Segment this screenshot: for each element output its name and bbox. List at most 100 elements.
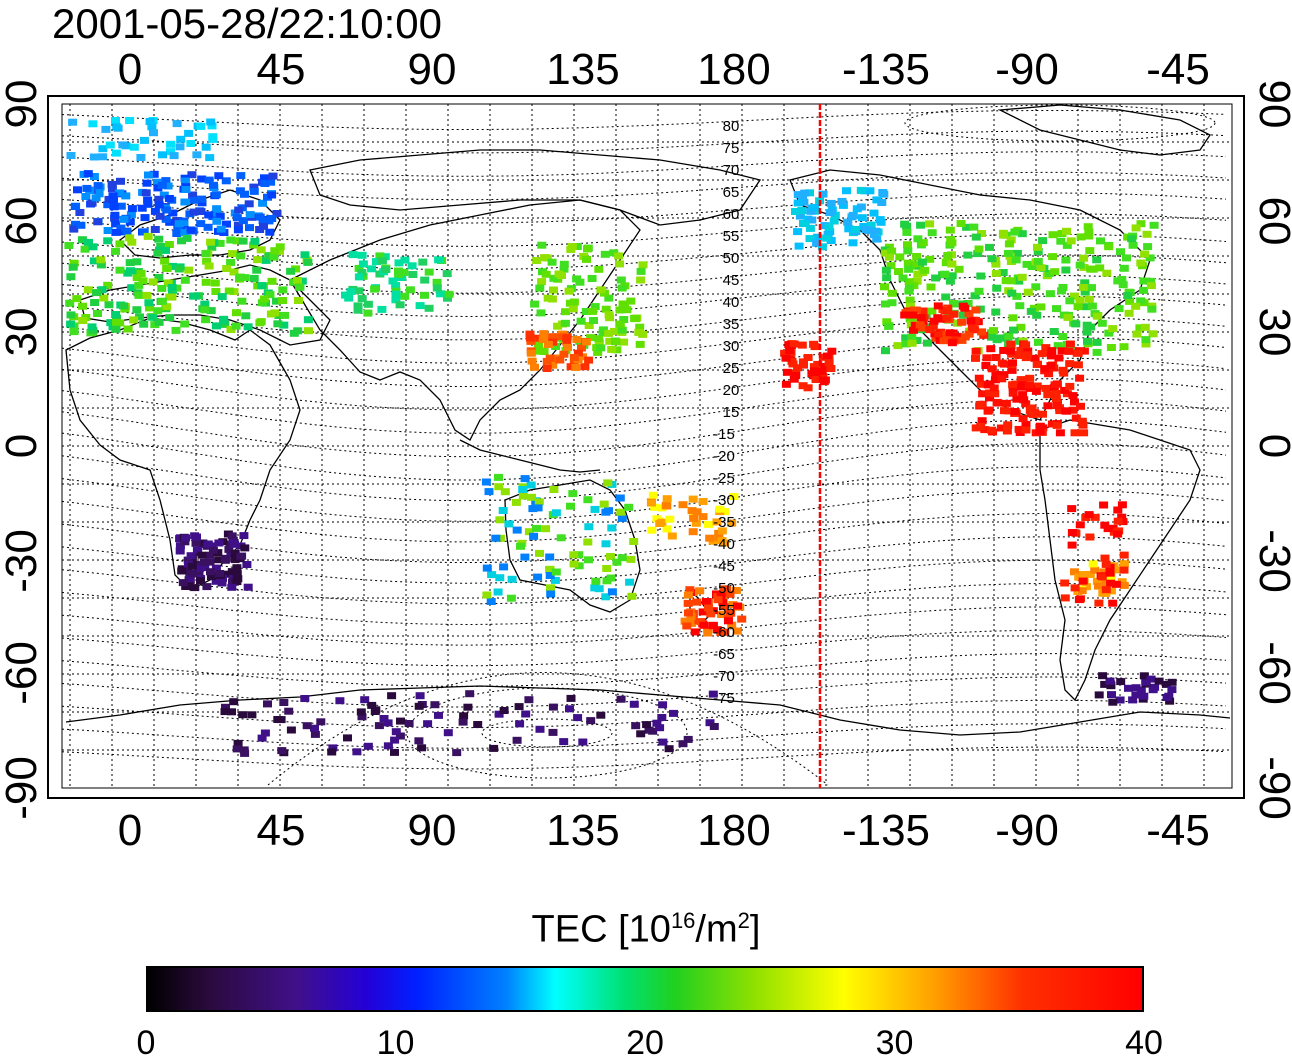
tec-cell: [564, 287, 574, 295]
tec-cell: [999, 371, 1009, 379]
tec-cell: [267, 215, 277, 222]
tec-cell: [168, 262, 177, 270]
tec-cell: [229, 268, 239, 276]
tec-cell: [929, 317, 939, 325]
tec-cell: [658, 701, 668, 709]
tec-cell: [367, 701, 377, 709]
tec-cell: [1128, 696, 1138, 704]
tec-cell: [193, 561, 203, 568]
tec-cell: [662, 495, 672, 503]
tec-cell: [125, 259, 135, 267]
tec-cell: [1004, 240, 1014, 248]
tec-cell: [1058, 333, 1068, 340]
tec-cell: [152, 178, 162, 186]
tec-cell: [458, 718, 468, 726]
tec-cell: [581, 338, 591, 346]
contour-line: [61, 489, 1227, 543]
tec-cell: [310, 724, 319, 732]
tec-cell: [163, 182, 173, 190]
contour-line: [61, 171, 1227, 201]
tec-cell: [1113, 517, 1123, 525]
tec-cell: [115, 189, 125, 197]
colorbar-title: TEC [1016/m2]: [531, 908, 761, 951]
tec-cell: [692, 508, 702, 516]
tec-cell: [154, 201, 164, 209]
contour-line: [61, 398, 1227, 458]
tec-cell: [598, 329, 608, 337]
tec-cell: [84, 238, 93, 246]
tec-cell: [553, 322, 563, 330]
tec-cell: [583, 538, 593, 546]
tec-cell: [606, 553, 615, 560]
tec-cell: [607, 345, 617, 353]
tec-cell: [800, 189, 810, 197]
tec-cell: [683, 591, 693, 599]
tec-cell: [177, 567, 187, 575]
tec-cell: [264, 252, 274, 260]
tec-cell: [648, 727, 658, 735]
tec-cell: [1008, 314, 1018, 322]
tec-cell: [247, 711, 257, 719]
tec-cell: [602, 577, 612, 585]
tec-cell: [89, 257, 99, 265]
tec-cell: [215, 239, 225, 247]
top-longitude-label: 0: [118, 45, 142, 94]
tec-cell: [520, 475, 530, 483]
tec-cell: [201, 250, 211, 258]
tec-cell: [286, 726, 296, 734]
contour-line: [61, 536, 1227, 584]
tec-cell: [974, 374, 984, 382]
contour-label: 25: [723, 360, 740, 377]
tec-cell: [111, 325, 121, 333]
tec-cell: [212, 217, 222, 225]
tec-cell: [233, 739, 243, 747]
left-latitude-labels: 90 60 30 0 -30 -60 -90: [0, 80, 46, 820]
tec-cell: [692, 598, 702, 606]
tec-cell: [800, 220, 810, 228]
tec-cell: [88, 243, 98, 251]
tec-cell: [93, 182, 103, 190]
contour-label: -15: [713, 426, 735, 443]
tec-cell: [791, 372, 801, 379]
top-longitude-label: 135: [546, 45, 619, 94]
tec-cell: [1079, 254, 1089, 262]
tec-cell: [203, 223, 213, 231]
tec-cell: [532, 257, 542, 264]
tec-cell: [1025, 406, 1035, 414]
tec-cell: [559, 260, 569, 268]
tec-cell: [284, 707, 294, 715]
tec-cell: [211, 577, 221, 585]
tec-cell: [575, 278, 585, 286]
tec-cell: [291, 265, 301, 273]
tec-cell: [718, 598, 728, 606]
tec-cell: [1003, 421, 1013, 429]
tec-cell: [825, 228, 835, 236]
tec-cell: [227, 532, 237, 540]
tec-cell: [286, 267, 296, 275]
tec-cell: [443, 294, 452, 302]
tec-cell: [793, 199, 803, 207]
tec-cell: [168, 209, 178, 217]
tec-cell: [1146, 277, 1156, 285]
tec-cell: [525, 330, 535, 338]
tec-cell: [417, 744, 427, 752]
tec-cell: [506, 594, 516, 602]
tec-cell: [200, 306, 210, 314]
tec-cell: [129, 143, 139, 151]
tec-cell: [1006, 236, 1016, 244]
right-latitude-label: 30: [1250, 308, 1292, 357]
tec-cell: [1056, 237, 1066, 245]
tec-cell: [207, 542, 217, 550]
tec-cell: [512, 736, 522, 744]
tec-cell: [110, 211, 120, 219]
tec-cell: [682, 622, 692, 630]
tec-cell: [624, 503, 634, 511]
tec-cell: [171, 326, 181, 334]
tec-cell: [260, 180, 270, 187]
tec-map: 0 45 90 135 180 -135 -90 -45 0 45 90 135 180 -135 -90…: [0, 45, 1292, 855]
tec-cell: [990, 390, 1000, 398]
tec-cell: [201, 143, 211, 151]
tec-cell: [1060, 386, 1070, 394]
tec-cell: [341, 291, 350, 299]
tec-cell: [1128, 241, 1138, 249]
